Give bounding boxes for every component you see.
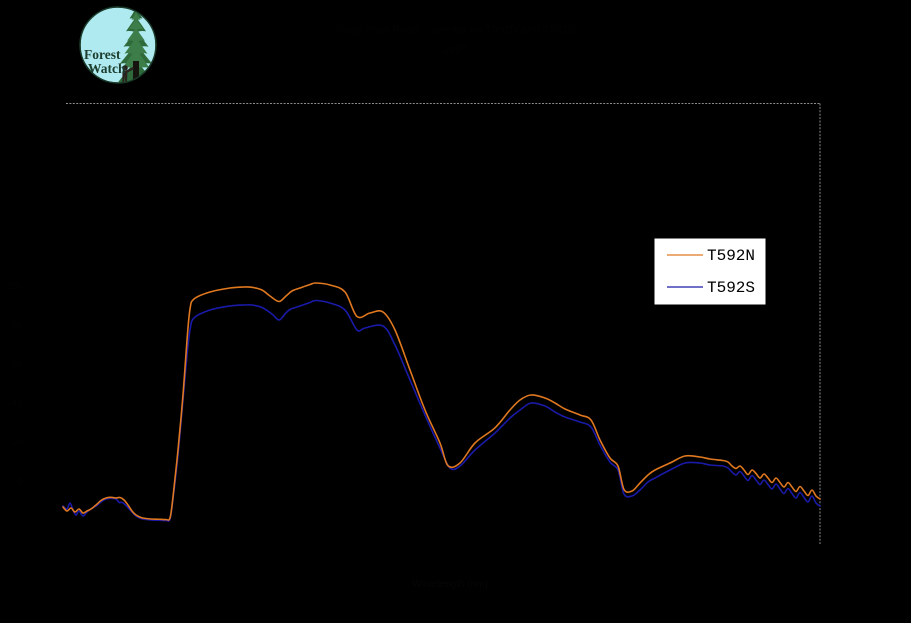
svg-text:Watch: Watch: [88, 61, 126, 76]
svg-text:0: 0: [17, 476, 22, 486]
svg-text:80: 80: [12, 320, 22, 330]
svg-text:40: 40: [12, 398, 22, 408]
svg-text:20: 20: [12, 437, 22, 447]
svg-text:60: 60: [12, 359, 22, 369]
svg-text:T592S: T592S: [707, 279, 755, 297]
svg-text:Wavelength (nm): Wavelength (nm): [412, 579, 488, 590]
svg-text:100: 100: [7, 281, 22, 291]
svg-text:Tioga Pass Road - Spectra fo: Tioga Pass Road - Spectra for T592N and …: [335, 24, 575, 36]
svg-text:1997: 1997: [443, 44, 467, 56]
svg-text:T592N: T592N: [707, 247, 755, 265]
svg-text:Forest: Forest: [84, 47, 121, 62]
